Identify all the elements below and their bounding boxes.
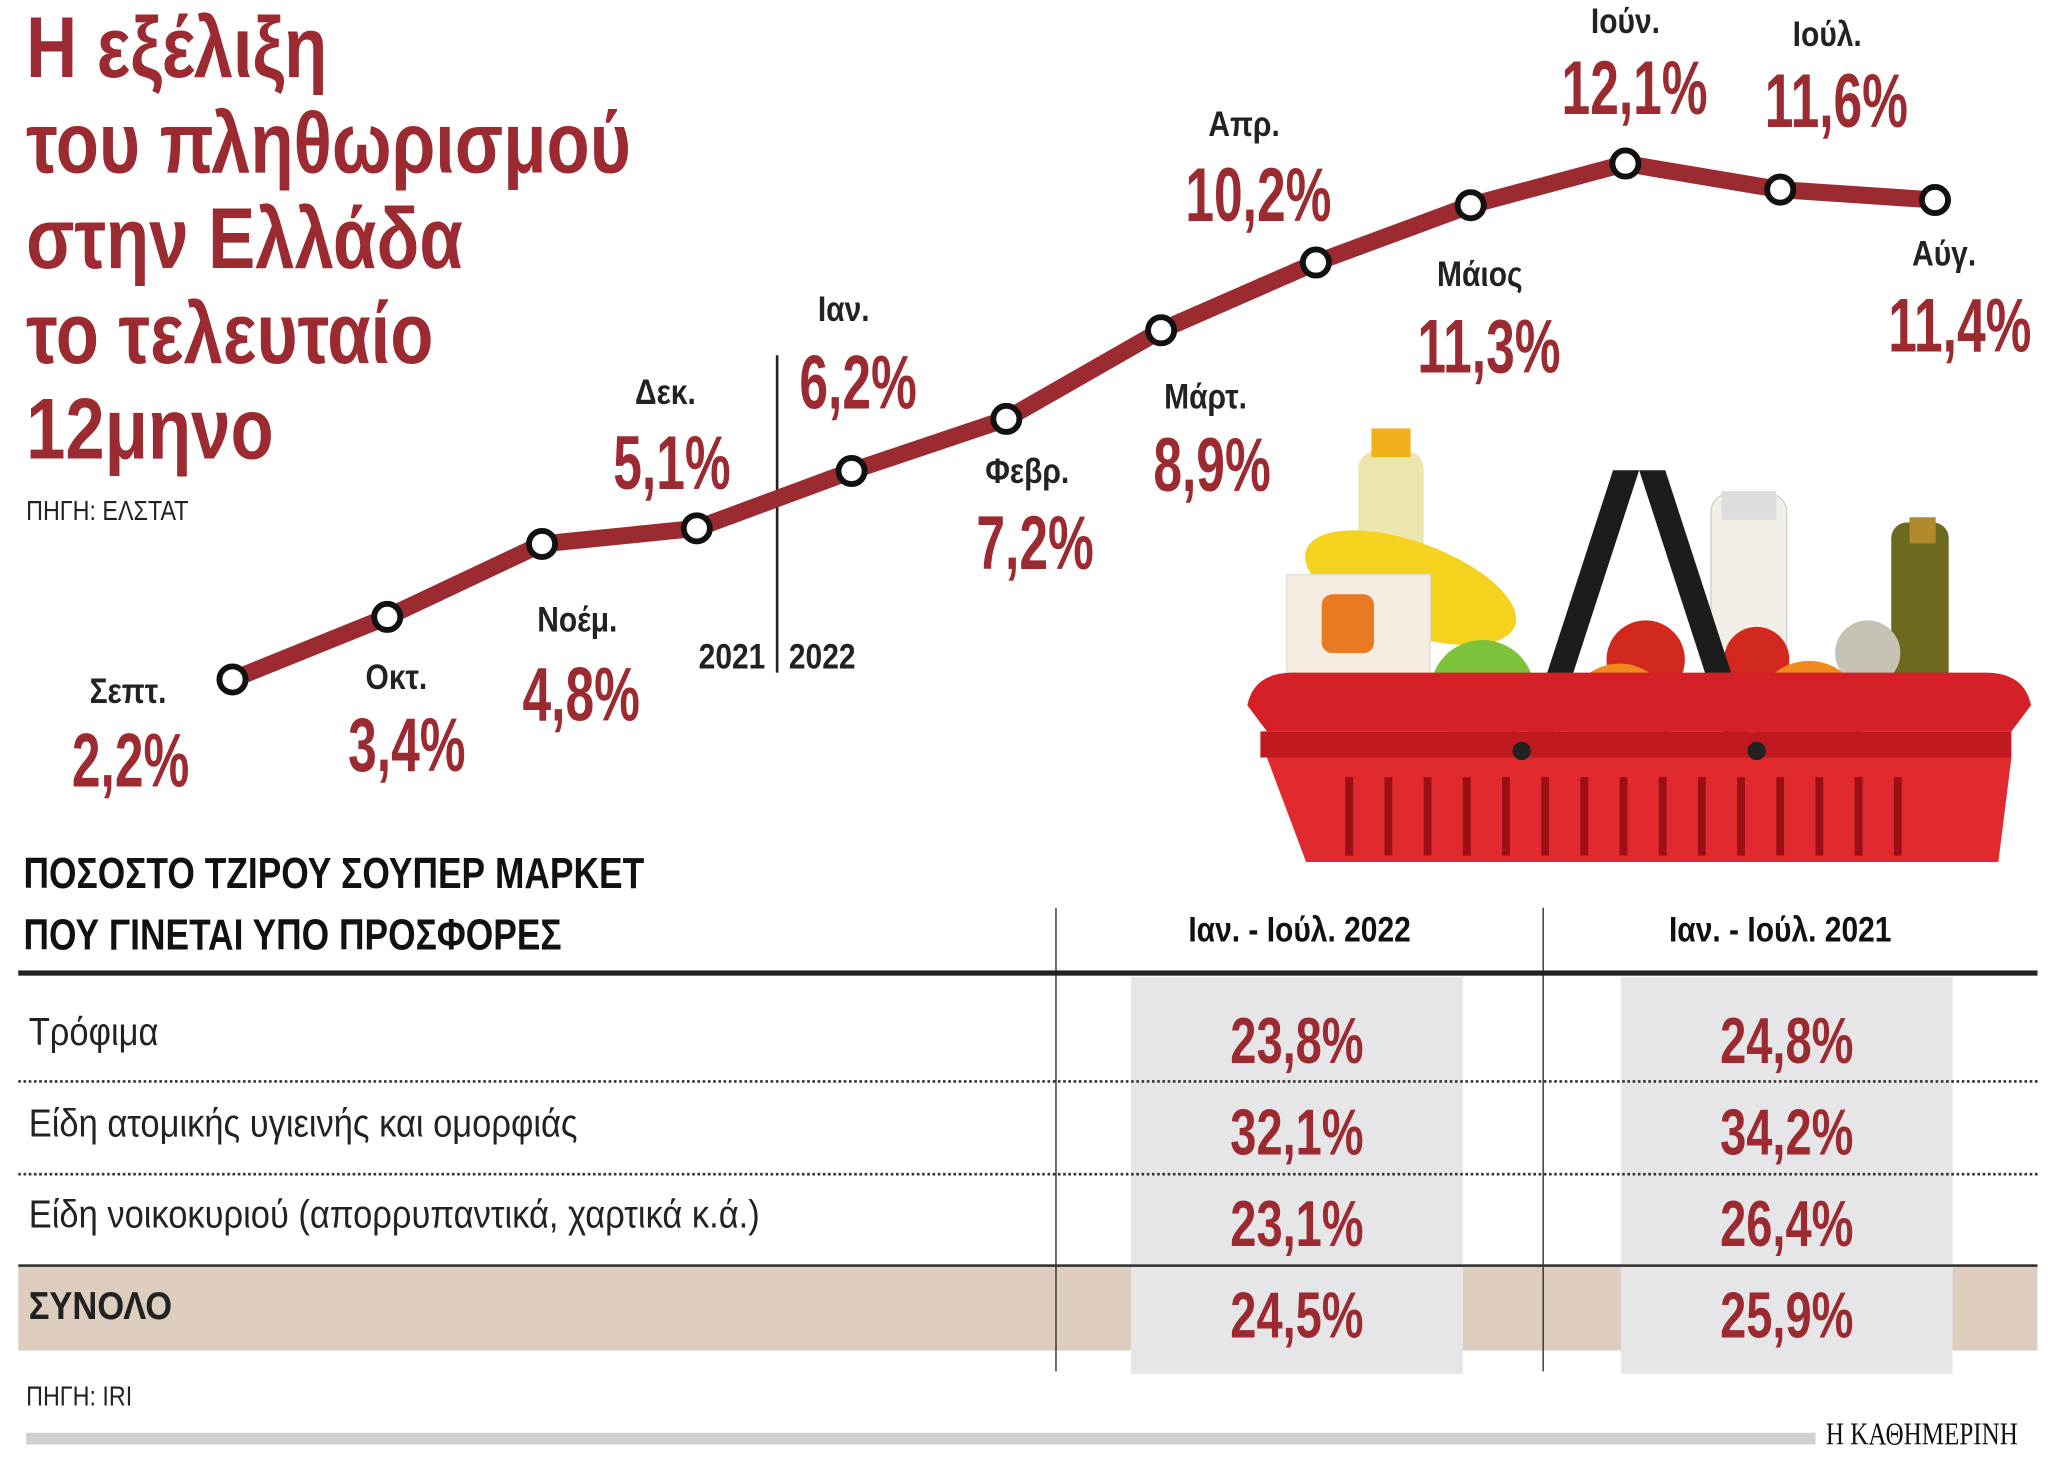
column-header-2021: Ιαν. - Ιούλ. 2021 bbox=[1668, 910, 1892, 950]
data-point bbox=[835, 455, 868, 488]
table-source: ΠΗΓΗ: IRI bbox=[26, 1381, 133, 1412]
month-label: Μάρτ. bbox=[1164, 376, 1247, 416]
column-header-2022: Ιαν. - Ιούλ. 2022 bbox=[1188, 910, 1411, 950]
cell-value: 26,4% bbox=[1720, 1187, 1854, 1261]
value-label: 11,6% bbox=[1765, 58, 1908, 143]
value-label: 5,1% bbox=[613, 420, 730, 505]
row-label-total: ΣΥΝΟΛΟ bbox=[28, 1285, 173, 1329]
month-label: Αύγ. bbox=[1912, 233, 1976, 273]
chart-source: ΠΗΓΗ: ΕΛΣΤΑΤ bbox=[26, 496, 189, 527]
title-line: 12μηνο bbox=[26, 380, 274, 477]
title-line: του πληθωρισμού bbox=[26, 94, 631, 191]
header-rule bbox=[18, 970, 2038, 976]
data-point bbox=[216, 663, 249, 696]
value-label: 4,8% bbox=[523, 651, 640, 736]
cell-value: 25,9% bbox=[1720, 1278, 1854, 1352]
month-label: Μάιος bbox=[1437, 254, 1523, 294]
table-title-line-2: ΠΟΥ ΓΙΝΕΤΑΙ ΥΠΟ ΠΡΟΣΦΟΡΕΣ bbox=[23, 910, 562, 959]
cell-value: 23,1% bbox=[1230, 1187, 1364, 1261]
title-line: στην Ελλάδα bbox=[26, 189, 463, 287]
row-label: Είδη ατομικής υγιεινής και ομορφιάς bbox=[28, 1102, 578, 1146]
total-row-bg bbox=[1462, 1266, 1621, 1351]
cell-value: 23,8% bbox=[1230, 1004, 1364, 1078]
value-label: 10,2% bbox=[1185, 152, 1331, 237]
month-label: Ιούλ. bbox=[1793, 14, 1862, 54]
cell-value: 24,5% bbox=[1230, 1278, 1364, 1352]
year-label-2022: 2022 bbox=[789, 636, 856, 676]
month-label: Ιαν. bbox=[818, 288, 870, 328]
value-label: 3,4% bbox=[348, 702, 465, 787]
column-shade-2021 bbox=[1620, 976, 1953, 1375]
month-label: Απρ. bbox=[1208, 104, 1279, 144]
year-label-2021: 2021 bbox=[699, 636, 766, 676]
month-label: Νοέμ. bbox=[537, 599, 617, 639]
total-row-bg bbox=[1952, 1266, 2038, 1351]
shopping-basket-illustration bbox=[1247, 428, 2031, 863]
table-title-line-1: ΠΟΣΟΣΤΟ ΤΖΙΡΟΥ ΣΟΥΠΕΡ ΜΑΡΚΕΤ bbox=[23, 848, 645, 898]
data-point bbox=[990, 402, 1023, 435]
data-point bbox=[1454, 189, 1487, 222]
data-point bbox=[680, 512, 713, 545]
row-divider bbox=[18, 1264, 2038, 1267]
value-label: 6,2% bbox=[799, 339, 916, 424]
brand-logo: Η ΚΑΘΗΜΕΡΙΝΗ bbox=[1825, 1418, 2018, 1453]
footer-bar bbox=[26, 1432, 1816, 1445]
month-label: Ιούν. bbox=[1591, 1, 1660, 41]
data-point bbox=[526, 527, 559, 560]
value-label: 8,9% bbox=[1153, 422, 1270, 507]
chart-title: Η εξέλιξη του πληθωρισμού στην Ελλάδα το… bbox=[26, 0, 631, 477]
inflation-line-chart: 2021 2022 bbox=[72, 1, 2031, 863]
data-point bbox=[1918, 184, 1951, 217]
month-label: Σεπτ. bbox=[90, 671, 167, 711]
month-label: Οκτ. bbox=[366, 656, 428, 696]
value-label: 7,2% bbox=[976, 500, 1093, 585]
data-point bbox=[1764, 173, 1797, 206]
value-label: 11,4% bbox=[1888, 283, 2031, 368]
value-label: 11,3% bbox=[1417, 303, 1560, 388]
total-row-bg bbox=[18, 1266, 1132, 1351]
title-line: Η εξέλιξη bbox=[26, 0, 328, 96]
month-label: Φεβρ. bbox=[985, 451, 1069, 491]
row-divider bbox=[18, 1080, 2038, 1083]
cell-value: 32,1% bbox=[1230, 1095, 1364, 1169]
data-point bbox=[371, 600, 404, 633]
value-label: 2,2% bbox=[72, 718, 189, 803]
data-point bbox=[1299, 246, 1332, 279]
month-label: Δεκ. bbox=[635, 372, 696, 412]
row-label: Τρόφιμα bbox=[28, 1010, 159, 1055]
row-label: Είδη νοικοκυριού (απορρυπαντικά, χαρτικά… bbox=[28, 1193, 760, 1237]
data-point bbox=[1145, 314, 1178, 347]
cell-value: 24,8% bbox=[1720, 1004, 1854, 1078]
title-line: το τελευταίο bbox=[26, 284, 434, 382]
value-label: 12,1% bbox=[1562, 45, 1708, 130]
column-divider bbox=[1542, 907, 1544, 1372]
row-divider bbox=[18, 1172, 2038, 1176]
column-divider bbox=[1055, 907, 1057, 1372]
series-line bbox=[229, 155, 1936, 688]
data-point bbox=[1609, 147, 1642, 180]
cell-value: 34,2% bbox=[1720, 1095, 1854, 1169]
column-shade-2022 bbox=[1131, 976, 1463, 1375]
